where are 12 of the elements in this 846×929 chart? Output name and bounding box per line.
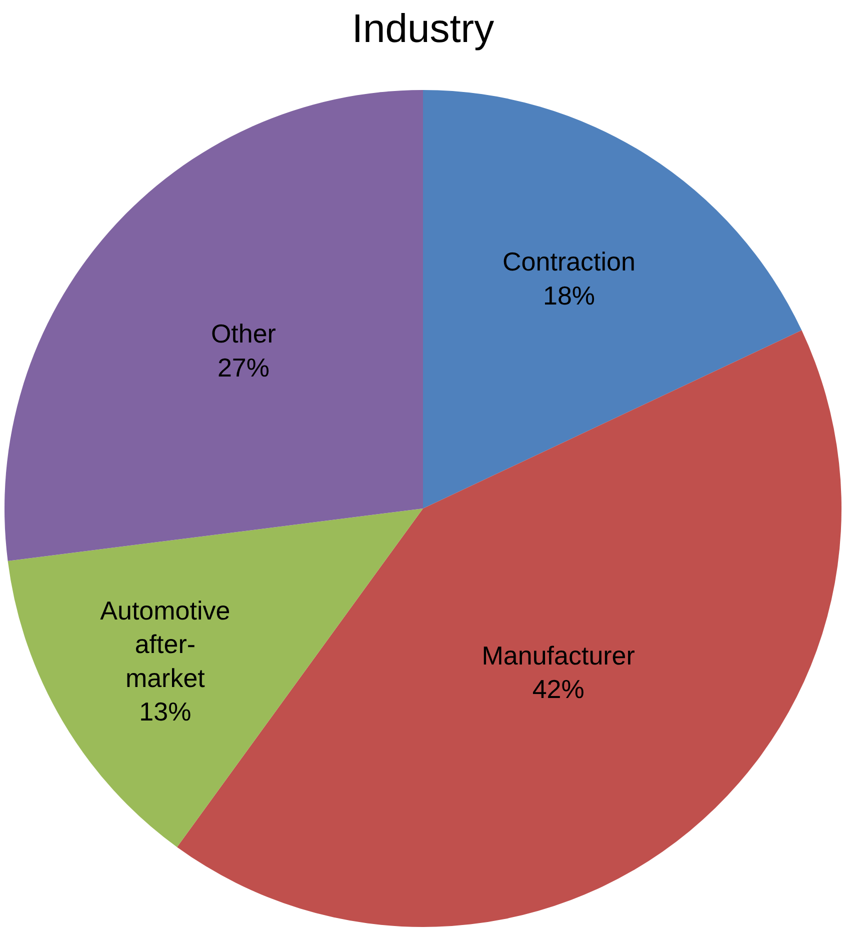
slice-label: Contraction [502,246,636,277]
data-label: 27% [217,352,270,382]
pie-slice [8,508,423,848]
chart-title: Industry [352,6,494,51]
pie-slice [4,90,423,561]
data-label: 18% [542,280,596,310]
slice-label: Automotive after-market [100,595,230,693]
slice-label: Other [210,318,276,348]
pie-slice [423,90,802,508]
data-label: 42% [532,674,584,704]
data-label: 13% [139,696,192,727]
slice-label: Manufacturer [482,640,636,670]
